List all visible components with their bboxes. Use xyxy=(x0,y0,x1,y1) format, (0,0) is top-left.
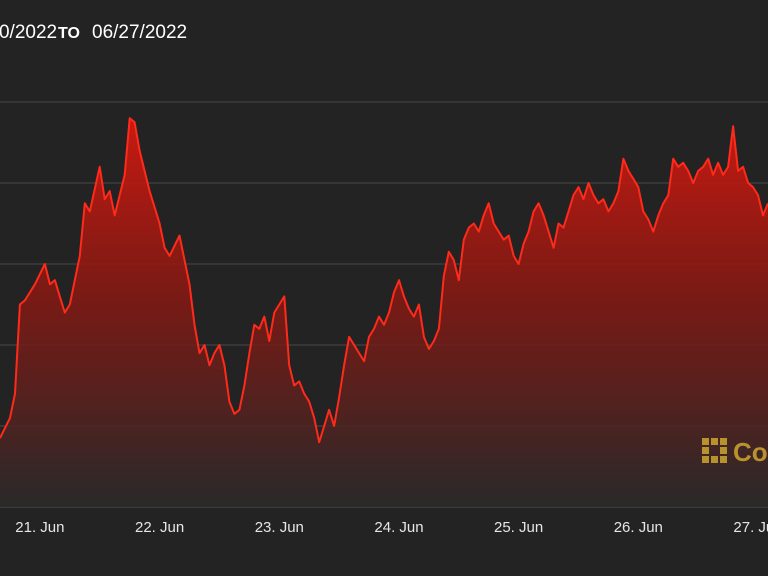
x-tick-label: 27. Jun xyxy=(733,519,768,536)
x-tick-label: 24. Jun xyxy=(374,519,423,536)
x-tick-label: 25. Jun xyxy=(494,519,543,536)
date-range-header: 06/20/2022 TO 06/27/2022 xyxy=(0,22,187,43)
to-label: TO xyxy=(58,25,80,42)
coindesk-watermark: CoinDesk xyxy=(702,437,768,467)
coindesk-logo-icon xyxy=(702,438,727,463)
date-to: 06/27/2022 xyxy=(92,22,187,43)
x-tick-label: 21. Jun xyxy=(15,519,64,536)
series-line xyxy=(0,117,768,444)
x-axis: 21. Jun 22. Jun 23. Jun 24. Jun 25. Jun 26. J… xyxy=(15,519,768,536)
x-tick-label: 22. Jun xyxy=(135,519,184,536)
date-from: 06/20/2022 xyxy=(0,22,57,43)
x-tick-label: 26. Jun xyxy=(614,519,663,536)
area-fill xyxy=(0,118,768,507)
area-series xyxy=(0,117,768,507)
watermark-text: CoinDesk xyxy=(733,437,768,467)
x-tick-label: 23. Jun xyxy=(255,519,304,536)
